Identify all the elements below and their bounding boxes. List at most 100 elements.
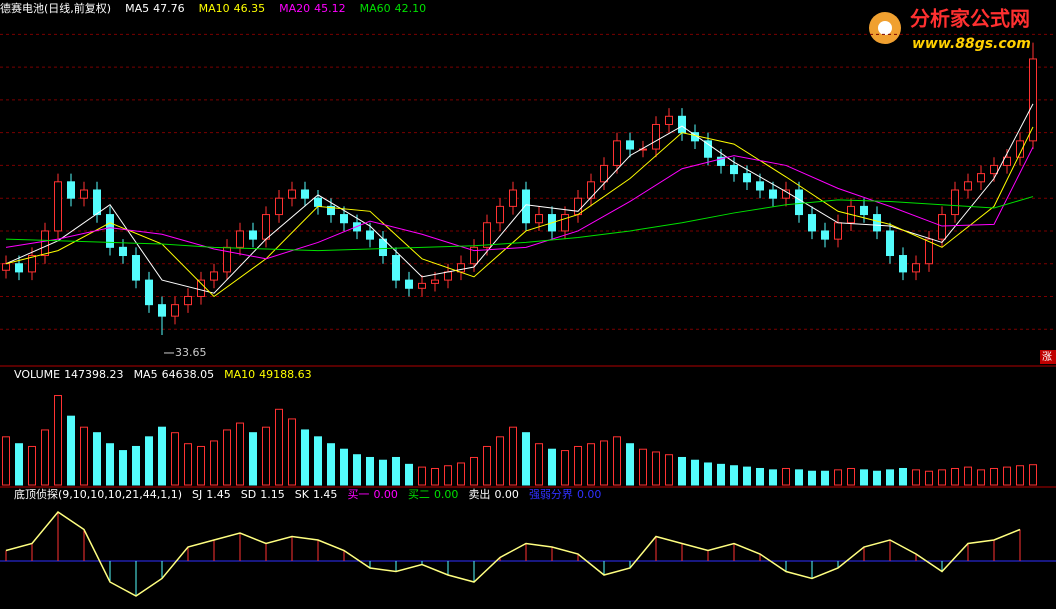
ma-line	[5, 146, 1034, 260]
volume-bar	[366, 456, 374, 486]
logo-icon	[878, 21, 892, 35]
volume-bar	[600, 440, 608, 486]
candle-body	[990, 164, 998, 175]
volume-bar	[925, 470, 933, 486]
volume-bar	[847, 467, 855, 486]
volume-bar	[353, 454, 361, 486]
logo-name: 分析家公式网	[910, 7, 1030, 31]
volume-bar	[171, 432, 179, 486]
candle-body	[561, 214, 569, 232]
volume-bar	[379, 459, 387, 486]
candle-body	[496, 205, 504, 224]
volume-bar	[782, 467, 790, 486]
candle-body	[834, 222, 842, 240]
volume-bar	[340, 448, 348, 486]
volume-bar	[483, 445, 491, 486]
volume-bar	[223, 429, 231, 486]
ma-line	[5, 126, 1034, 298]
candle-body	[67, 181, 75, 199]
volume-bar	[444, 465, 452, 486]
volume-bar	[938, 469, 946, 486]
volume-bar	[1029, 464, 1037, 486]
legend-value: 1.45	[206, 488, 231, 501]
volume-bar	[28, 445, 36, 486]
candle-body	[626, 140, 634, 150]
legend-name: VOLUME	[14, 368, 60, 381]
candle-body	[262, 214, 270, 240]
candle-body	[28, 255, 36, 273]
candle-body	[977, 173, 985, 183]
legend-value: 47.76	[153, 2, 185, 15]
volume-bar	[496, 436, 504, 486]
volume-bar	[899, 467, 907, 486]
low-label: 33.65	[175, 346, 207, 359]
volume-bar	[106, 443, 114, 486]
volume-bar	[93, 432, 101, 486]
volume-bar	[132, 445, 140, 486]
volume-bar	[613, 436, 621, 486]
legend-value: 0.00	[494, 488, 519, 501]
volume-bar	[522, 432, 530, 486]
volume-bar	[665, 454, 673, 486]
volume-bar	[873, 470, 881, 486]
volume-bar	[626, 443, 634, 486]
candle-body	[93, 189, 101, 216]
candle-body	[938, 214, 946, 240]
panel-title: 德赛电池(日线,前复权)	[0, 1, 111, 15]
volume-bar	[652, 451, 660, 486]
volume-bar	[210, 440, 218, 486]
candle-body	[769, 189, 777, 199]
volume-bar	[834, 469, 842, 486]
legend-name: 买二	[408, 488, 430, 501]
candle-body	[873, 214, 881, 232]
candle-body	[509, 189, 517, 207]
candle-body	[522, 189, 530, 224]
volume-bar	[145, 436, 153, 486]
volume-bar	[80, 426, 88, 486]
candle-body	[184, 295, 192, 306]
volume-bar	[1016, 465, 1024, 486]
legend-value: 46.35	[234, 2, 266, 15]
candle-body	[171, 304, 179, 317]
candle-body	[1016, 140, 1024, 158]
legend-name: MA20	[279, 2, 310, 15]
candle-body	[236, 230, 244, 248]
candle-body	[808, 214, 816, 232]
legend-value: 1.15	[260, 488, 285, 501]
volume-bar	[158, 426, 166, 486]
panel-header: VOLUME 147398.23 MA5 64638.05 MA10 49188.63	[14, 368, 312, 381]
candle-body	[665, 115, 673, 125]
volume-bar	[327, 443, 335, 486]
candle-body	[886, 230, 894, 257]
volume-bar	[730, 465, 738, 486]
candle-body	[2, 263, 10, 271]
candle-body	[431, 279, 439, 284]
candle-body	[795, 189, 803, 216]
ma-line	[5, 196, 1034, 252]
volume-bar	[54, 395, 62, 486]
candle-body	[574, 197, 582, 216]
ma-line	[5, 103, 1034, 294]
volume-bar	[548, 448, 556, 486]
legend-name: MA10	[199, 2, 230, 15]
volume-bar	[405, 463, 413, 486]
candle-body	[158, 304, 166, 317]
candle-body	[756, 181, 764, 191]
candle-body	[925, 238, 933, 265]
volume-bar	[678, 456, 686, 486]
legend-value: 0.00	[577, 488, 602, 501]
candle-body	[418, 282, 426, 289]
legend-name: 强弱分界	[529, 488, 573, 501]
volume-bar	[509, 426, 517, 486]
candle-body	[912, 263, 920, 273]
candle-body	[314, 197, 322, 207]
candle-body	[678, 115, 686, 134]
legend-name: 买一	[347, 488, 369, 501]
candle-body	[210, 271, 218, 281]
legend-value: 64638.05	[162, 368, 215, 381]
candle-body	[340, 214, 348, 224]
candle-body	[704, 140, 712, 158]
volume-bar	[574, 445, 582, 486]
volume-bar	[704, 462, 712, 486]
